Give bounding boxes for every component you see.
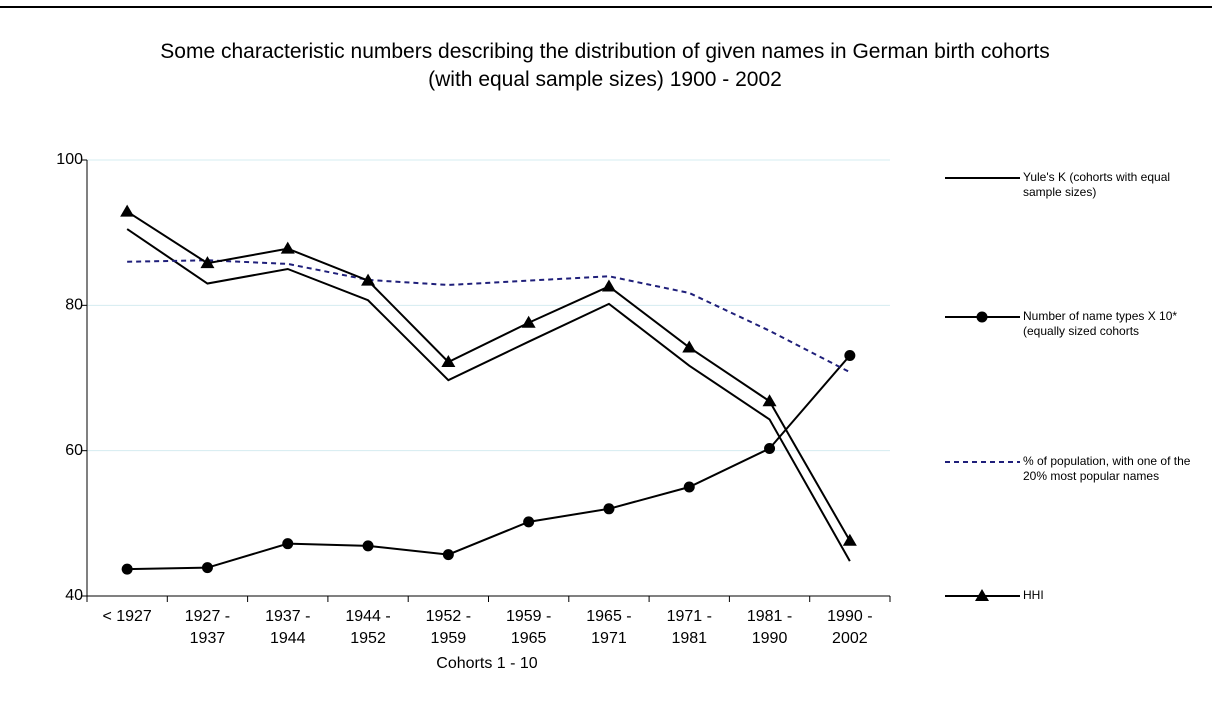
series-line — [127, 354, 851, 571]
y-tick-label: 40 — [65, 587, 83, 604]
x-tick-label: 1927 - 1937 — [184, 608, 231, 647]
x-tick-label: 1981 - 1990 — [746, 608, 793, 647]
marker — [200, 256, 215, 269]
x-tick-label: 1959 - 1965 — [505, 608, 552, 647]
legend-label: % of population, with one of the 20% mos… — [1023, 454, 1191, 483]
legend-marker — [976, 311, 988, 323]
marker — [362, 540, 374, 552]
marker — [201, 562, 213, 574]
marker — [523, 516, 535, 528]
x-tick-label: 1990 - 2002 — [827, 608, 873, 647]
legend-marker — [975, 589, 989, 601]
marker — [844, 349, 856, 361]
x-tick-label: < 1927 — [102, 608, 152, 625]
marker — [521, 315, 536, 328]
marker — [442, 549, 454, 561]
x-tick-label: 1965 - 1971 — [586, 608, 632, 647]
marker — [603, 503, 615, 515]
marker — [762, 394, 777, 407]
legend-label: Yule's K (cohorts with equal sample size… — [1023, 170, 1171, 199]
marker — [764, 442, 776, 454]
legend-label: HHI — [1023, 588, 1044, 602]
x-axis-label: Cohorts 1 - 10 — [436, 655, 538, 672]
x-tick-label: 1944 - 1952 — [345, 608, 391, 647]
x-tick-label: 1971 - 1981 — [666, 608, 712, 647]
legend-label: Number of name types X 10* (equally size… — [1023, 309, 1178, 338]
marker — [361, 273, 376, 286]
marker — [441, 355, 456, 368]
y-tick-label: 60 — [65, 442, 83, 459]
y-tick-label: 100 — [56, 151, 83, 168]
y-tick-label: 80 — [65, 297, 83, 314]
x-tick-label: 1952 - 1959 — [425, 608, 472, 647]
marker — [282, 538, 294, 550]
marker — [601, 279, 616, 292]
series-line — [126, 210, 851, 542]
marker — [280, 241, 295, 254]
chart-title: Some characteristic numbers describing t… — [160, 40, 1050, 91]
marker — [842, 533, 857, 546]
series-line — [127, 259, 851, 374]
series-line — [126, 228, 851, 562]
marker — [120, 204, 135, 217]
marker — [683, 481, 695, 493]
x-tick-label: 1937 - 1944 — [265, 608, 311, 647]
marker — [682, 340, 697, 353]
marker — [121, 563, 133, 575]
